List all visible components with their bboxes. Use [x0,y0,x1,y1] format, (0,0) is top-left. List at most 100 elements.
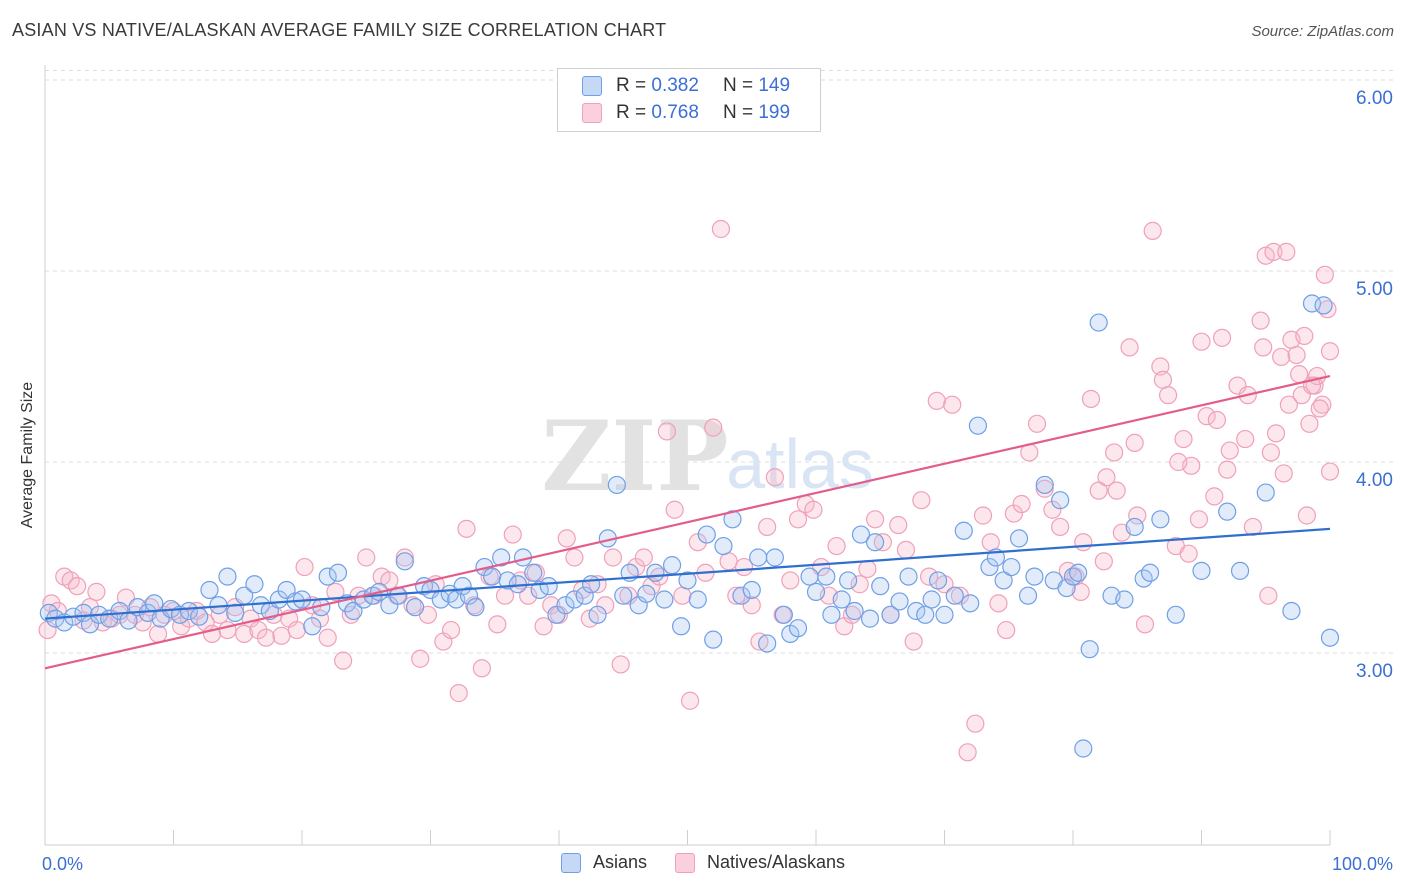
natives-point [1310,399,1329,418]
asians-point [1218,502,1237,521]
natives-point [1081,389,1101,409]
asians-point [1192,561,1211,580]
natives-point [1035,479,1054,498]
asians-point [1302,294,1322,313]
asians-swatch [582,76,602,96]
natives-point [611,655,630,674]
asians-point [1089,313,1108,332]
asians-point [190,607,209,626]
natives-point [943,395,962,414]
legend-swatch-natives [674,852,695,873]
natives-point [1207,410,1227,430]
asians-point [395,552,414,571]
x-tick-label-min: 0.0% [42,854,83,874]
asians-point [1074,739,1093,758]
asians-point [1314,296,1333,315]
natives-point [673,586,692,605]
legend-item-natives[interactable]: Natives/Alaskans [674,852,845,873]
natives-point [1051,517,1070,537]
asians-point [318,567,337,586]
asians-point [732,586,751,605]
natives-point [457,519,476,538]
natives-point [1143,221,1162,240]
legend-item-asians[interactable]: Asians [560,852,647,873]
asians-point [575,586,594,605]
asians-point [774,605,793,624]
asians-point [881,605,900,624]
natives-point [1320,342,1340,361]
natives-point [1212,328,1232,347]
natives-point [1274,464,1293,483]
asians-point [839,571,858,590]
natives-point [1261,443,1280,462]
natives-point [1151,357,1170,376]
natives-point [804,500,823,519]
asians-point [860,609,880,628]
natives-point [557,529,576,548]
asians-point [1115,590,1134,609]
natives-point [1197,407,1216,426]
natives-point [981,533,1000,552]
asians-point [1282,601,1301,621]
natives-point [488,615,507,634]
asians-point [1051,491,1070,510]
natives-point [1279,395,1298,414]
natives-point [711,219,731,239]
natives-point [873,533,892,552]
asians-point [251,596,270,615]
source-label: Source: ZipAtlas.com [1251,23,1394,40]
natives-point [1277,242,1296,261]
watermark-zip: ZIP [541,400,728,513]
asians-point [303,617,322,636]
natives-point [1297,506,1316,525]
asians-point [1140,563,1160,582]
natives-point [858,559,877,579]
asians-point [822,605,841,624]
natives-point [1027,414,1047,433]
natives-n-value: 199 [758,102,791,123]
asians-point [1230,561,1250,580]
asians-point [899,567,918,586]
asians-point [845,601,864,621]
asians-point [758,634,777,653]
natives-point [958,743,977,762]
asians-point [916,605,935,624]
asians-point [890,592,909,611]
asians-point [806,582,826,601]
y-tick-label: 5.00 [1356,279,1393,300]
natives-point [1287,345,1306,365]
asians-point [749,548,768,567]
series-legend: Asians Natives/Alaskans [0,852,1406,873]
natives-point [519,586,538,605]
asians-point [492,548,511,567]
natives-point [395,548,414,567]
natives-point [449,684,468,703]
natives-point [1189,510,1209,529]
asians-point [582,575,601,594]
natives-point [966,714,985,733]
asians-point [1057,578,1076,598]
natives-point [287,620,306,640]
asians-point [1320,628,1340,647]
asians-point [655,590,674,609]
natives-point [1220,441,1239,460]
stats-row-natives: R = 0.768 N = 199 [582,101,790,125]
asians-point [145,594,164,613]
natives-point [657,422,677,441]
asians-point [1080,640,1099,659]
natives-point [1169,452,1188,472]
natives-point [1243,517,1263,537]
asians-point [1035,475,1054,495]
asians-point [1125,517,1144,537]
natives-point [850,575,869,594]
natives-point [1089,481,1108,500]
natives-point [403,596,422,615]
asians-r-value: 0.382 [651,75,699,96]
asians-point [935,605,954,624]
natives-point [318,628,337,647]
asians-point [1069,563,1088,582]
natives-point [1251,311,1270,330]
natives-point [912,491,931,510]
natives-point [758,517,777,537]
natives-point [148,624,168,644]
